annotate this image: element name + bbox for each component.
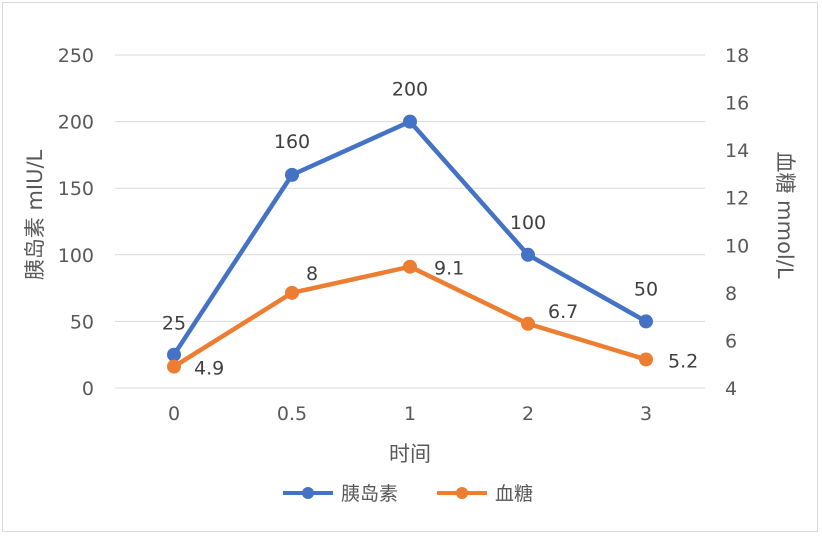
data-label-insulin: 25 <box>162 313 186 335</box>
data-label-glucose: 8 <box>306 263 318 285</box>
data-label-glucose: 4.9 <box>194 358 224 380</box>
series-layer <box>167 114 653 374</box>
x-tick-label: 0 <box>168 403 180 425</box>
left-tick-label: 0 <box>82 378 94 400</box>
left-tick-label: 150 <box>58 178 94 200</box>
x-tick-label: 3 <box>640 403 652 425</box>
legend-marker-glucose <box>456 487 468 499</box>
left-tick-label: 50 <box>70 311 94 333</box>
left-axis-title: 胰岛素 mIU/L <box>23 149 47 280</box>
data-point-glucose <box>521 316 535 331</box>
right-axis-ticks: 4 6 8 10 12 14 16 18 <box>725 45 749 400</box>
data-point-insulin <box>521 247 535 262</box>
data-point-insulin <box>285 167 299 182</box>
x-axis-ticks: 0 0.5 1 2 3 <box>168 403 652 425</box>
x-tick-label: 2 <box>522 403 534 425</box>
left-tick-label: 200 <box>58 112 94 134</box>
left-axis-ticks: 0 50 100 150 200 250 <box>58 45 94 400</box>
left-tick-label: 250 <box>58 45 94 67</box>
data-label-insulin: 200 <box>392 79 428 101</box>
x-tick-label: 0.5 <box>277 403 307 425</box>
data-point-glucose <box>639 352 653 367</box>
x-tick-label: 1 <box>404 403 416 425</box>
legend-item-glucose: 血糖 <box>437 483 533 505</box>
left-tick-label: 100 <box>58 245 94 267</box>
right-tick-label: 4 <box>725 378 737 400</box>
right-tick-label: 18 <box>725 45 749 67</box>
data-label-glucose: 5.2 <box>668 350 698 372</box>
right-tick-label: 14 <box>725 140 749 162</box>
data-point-insulin <box>639 314 653 329</box>
legend-label-glucose: 血糖 <box>495 483 533 505</box>
right-axis-title: 血糖 mmol/L <box>773 151 797 278</box>
data-label-insulin: 160 <box>274 131 310 153</box>
data-point-glucose <box>285 285 299 300</box>
data-labels: 25 160 200 100 50 4.9 8 9.1 6.7 5.2 <box>162 79 698 380</box>
legend-label-insulin: 胰岛素 <box>341 483 398 505</box>
data-label-glucose: 6.7 <box>548 301 578 323</box>
legend-marker-insulin <box>302 487 314 499</box>
data-label-insulin: 50 <box>634 278 658 300</box>
right-tick-label: 8 <box>725 283 737 305</box>
data-point-glucose <box>403 259 417 274</box>
data-point-glucose <box>167 359 181 374</box>
x-axis-title: 时间 <box>389 442 431 466</box>
right-tick-label: 16 <box>725 93 749 115</box>
data-point-insulin <box>403 114 417 129</box>
legend: 胰岛素 血糖 <box>283 483 533 505</box>
gridlines <box>115 54 705 389</box>
data-label-glucose: 9.1 <box>434 258 464 280</box>
data-point-insulin <box>167 347 181 362</box>
right-tick-label: 10 <box>725 235 749 257</box>
right-tick-label: 6 <box>725 330 737 352</box>
legend-item-insulin: 胰岛素 <box>283 483 398 505</box>
data-label-insulin: 100 <box>510 212 546 234</box>
right-tick-label: 12 <box>725 188 749 210</box>
